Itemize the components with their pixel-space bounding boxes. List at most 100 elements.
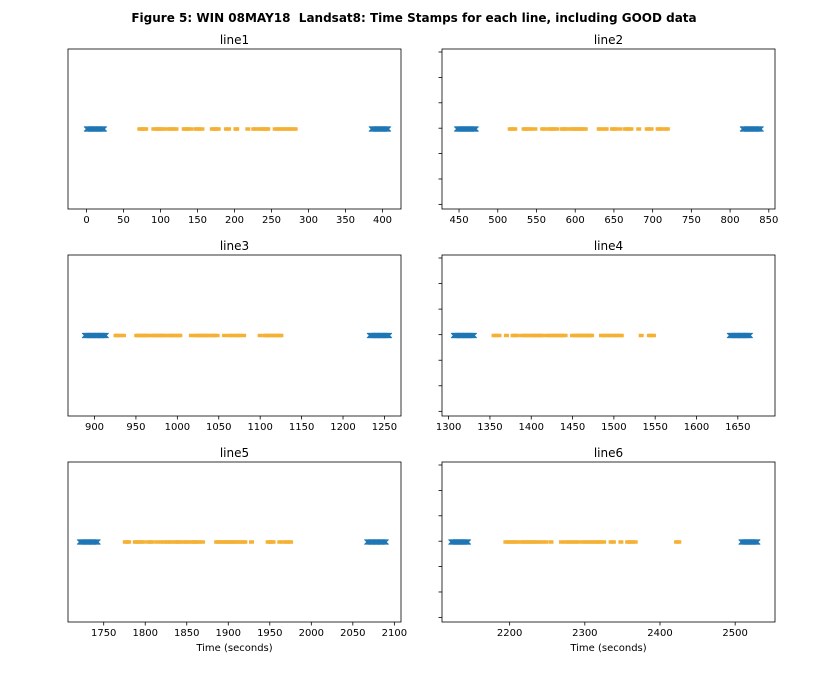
series-blue <box>450 332 754 339</box>
x-tick-label: 50 <box>117 215 130 226</box>
axes-frame <box>67 254 402 417</box>
x-tick-label: 650 <box>604 215 623 226</box>
data-point <box>465 539 472 545</box>
x-tick-label: 0 <box>83 215 89 226</box>
data-point <box>471 332 478 339</box>
data-point <box>469 332 476 339</box>
x-tick-label: 2050 <box>340 628 365 639</box>
x-tick-label: 1200 <box>330 422 355 433</box>
x-tick-label: 1300 <box>436 422 461 433</box>
data-point-stroke <box>99 126 106 132</box>
data-point-stroke <box>754 539 761 545</box>
x-tick-label: 150 <box>188 215 207 226</box>
x-tick-label: 1150 <box>289 422 314 433</box>
x-tick-label: 2500 <box>722 628 747 639</box>
data-point-stroke <box>101 126 108 132</box>
data-point-stroke <box>758 126 764 132</box>
data-point-stroke <box>383 539 389 545</box>
data-point-stroke <box>93 539 100 545</box>
data-point-stroke <box>463 539 469 545</box>
data-point-stroke <box>472 126 479 132</box>
data-point-stroke <box>386 332 393 339</box>
data-point-stroke <box>384 332 390 339</box>
data-point-stroke <box>100 126 107 132</box>
data-point-stroke <box>468 332 475 339</box>
data-point-stroke <box>744 332 751 339</box>
data-point <box>752 539 759 545</box>
subplot-line6: line6 2200 2300 2400 2500 Time (seconds) <box>438 446 776 654</box>
subplot-title: line2 <box>594 33 623 47</box>
data-point <box>384 332 391 339</box>
data-point <box>756 126 763 132</box>
data-point-stroke <box>756 126 763 132</box>
data-point <box>754 539 761 545</box>
x-tick-label: 1850 <box>174 628 199 639</box>
data-point <box>99 126 105 132</box>
x-tick-label: 200 <box>225 215 244 226</box>
data-point-stroke <box>755 126 762 132</box>
data-point-stroke <box>463 539 470 545</box>
series-blue <box>453 126 764 132</box>
x-tick-label: 500 <box>488 215 507 226</box>
data-point <box>470 126 477 132</box>
data-point <box>746 332 753 339</box>
x-tick-label: 400 <box>373 215 392 226</box>
data-point <box>472 126 479 132</box>
series-blue <box>448 539 761 545</box>
data-point-stroke <box>385 126 392 132</box>
data-point <box>745 332 752 339</box>
data-point-stroke <box>747 332 754 339</box>
data-point-stroke <box>465 539 472 545</box>
data-point-stroke <box>99 126 105 132</box>
data-point-stroke <box>382 539 389 545</box>
x-tick-label: 1500 <box>601 422 626 433</box>
data-point-stroke <box>384 126 390 132</box>
subplot-line4: line4 1300 1350 1400 1450 1500 1550 1600 1650 <box>436 239 776 433</box>
data-point-stroke <box>383 126 390 132</box>
x-tick-label: 2300 <box>572 628 597 639</box>
subplot-line3: line3 900 950 1000 1050 1100 1150 1200 1250 <box>67 239 402 433</box>
x-tick-label: 1400 <box>519 422 544 433</box>
data-point <box>101 332 108 339</box>
data-point <box>381 539 388 545</box>
data-point <box>386 332 393 339</box>
x-tick-label: 1450 <box>560 422 585 433</box>
data-point-stroke <box>100 332 107 339</box>
subplot-line2: line2 450 500 550 600 650 700 750 800 850 <box>438 33 778 226</box>
x-tick-label: 1950 <box>257 628 282 639</box>
data-point <box>471 126 478 132</box>
data-point-stroke <box>95 539 101 545</box>
x-tick-label: 350 <box>336 215 355 226</box>
data-point <box>758 126 764 132</box>
x-tick-label: 450 <box>449 215 468 226</box>
data-point-stroke <box>757 126 764 132</box>
data-point-stroke <box>464 539 471 545</box>
x-tick-label: 300 <box>299 215 318 226</box>
data-point <box>468 332 475 339</box>
x-tick-label: 850 <box>759 215 778 226</box>
data-point-stroke <box>92 539 99 545</box>
data-point-stroke <box>381 539 388 545</box>
data-point <box>463 539 469 545</box>
data-point <box>385 332 392 339</box>
data-point <box>100 126 107 132</box>
x-tick-label: 1650 <box>725 422 750 433</box>
data-point <box>384 126 390 132</box>
series-blue <box>81 332 393 339</box>
data-point <box>93 539 100 545</box>
x-tick-label: 600 <box>566 215 585 226</box>
data-point <box>753 539 760 545</box>
x-tick-label: 1250 <box>372 422 397 433</box>
data-point-stroke <box>385 332 392 339</box>
data-point-stroke <box>101 332 108 339</box>
subplot-line1: line1 0 50 100 150 200 250 300 350 400 <box>67 33 402 226</box>
axes-frame <box>441 254 776 417</box>
data-point <box>470 332 477 339</box>
x-tick-label: 100 <box>151 215 170 226</box>
x-tick-label: 1050 <box>206 422 231 433</box>
data-point <box>473 126 479 132</box>
data-point <box>99 126 106 132</box>
x-tick-label: 700 <box>643 215 662 226</box>
data-point-stroke <box>473 126 479 132</box>
data-point <box>380 539 387 545</box>
